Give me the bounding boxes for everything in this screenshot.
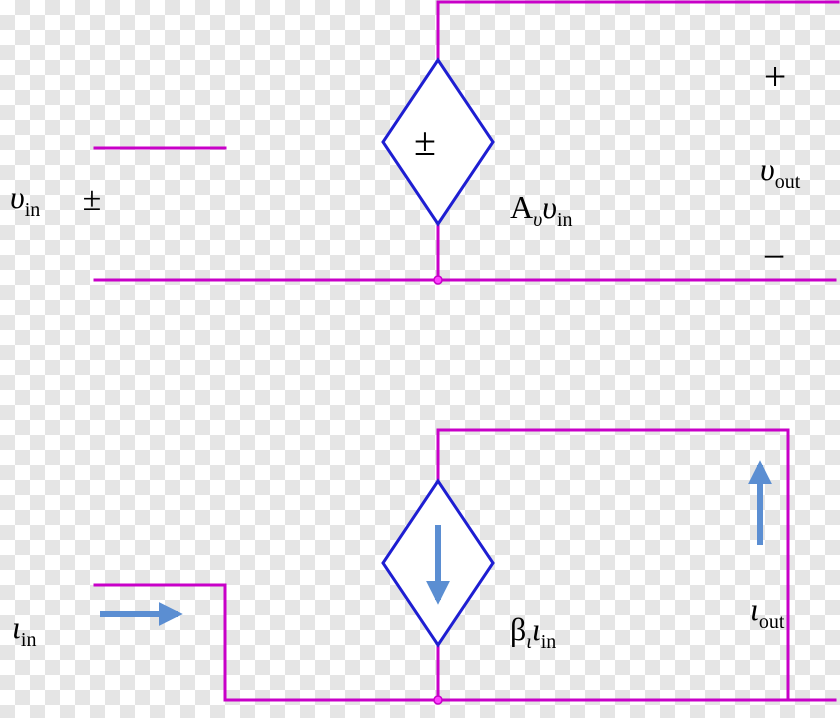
circuit-diagram: ± υin ± Aυυin + − υout ιin βιιin ιout: [0, 0, 840, 718]
svg-text:υout: υout: [760, 151, 801, 193]
svg-text:Aυυin: Aυυin: [510, 189, 573, 231]
svg-text:±: ±: [414, 119, 436, 164]
svg-text:υin: υin: [10, 179, 40, 221]
svg-text:ιin: ιin: [12, 609, 36, 651]
svg-text:±: ±: [83, 181, 102, 218]
svg-text:+: +: [764, 54, 787, 99]
svg-text:βιιin: βιιin: [510, 611, 556, 653]
svg-text:−: −: [763, 234, 786, 279]
svg-text:ιout: ιout: [750, 591, 785, 633]
